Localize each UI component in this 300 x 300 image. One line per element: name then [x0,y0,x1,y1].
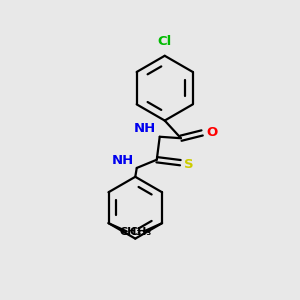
Text: S: S [184,158,194,171]
Text: CH₃: CH₃ [119,227,141,237]
Text: O: O [206,126,218,140]
Text: NH: NH [112,154,134,167]
Text: CH₃: CH₃ [129,227,152,237]
Text: Cl: Cl [158,34,172,47]
Text: NH: NH [134,122,156,135]
